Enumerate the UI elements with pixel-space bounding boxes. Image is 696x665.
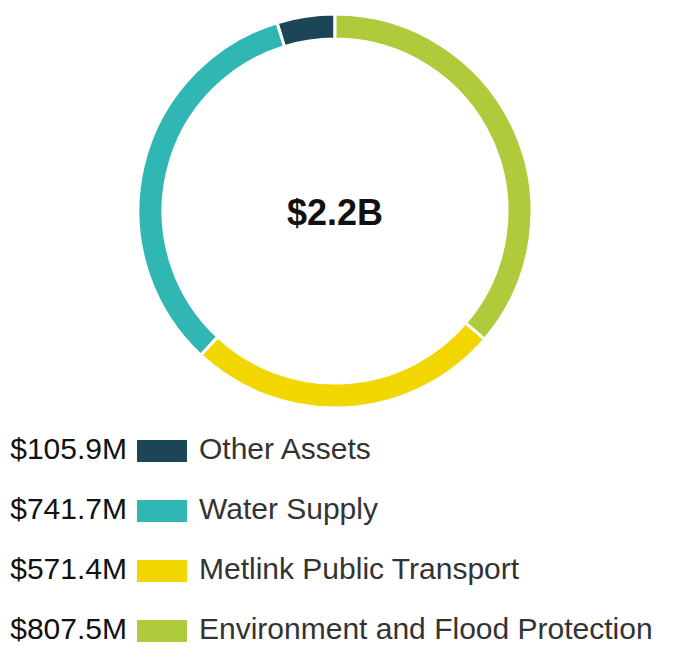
legend-swatch bbox=[137, 620, 187, 642]
legend-item: $105.9M Other Assets bbox=[10, 432, 371, 465]
legend-label: Water Supply bbox=[199, 492, 378, 525]
legend: $105.9M Other Assets $741.7M Water Supply $5… bbox=[10, 432, 652, 645]
slice bbox=[277, 14, 335, 47]
center-label: $2.2B bbox=[287, 192, 383, 233]
legend-swatch bbox=[137, 500, 187, 522]
donut bbox=[138, 14, 532, 408]
legend-value: $807.5M bbox=[10, 612, 127, 645]
chart: $2.2B $105.9M Other Assets $741.7M Water Sup… bbox=[0, 0, 696, 665]
slice bbox=[138, 23, 284, 355]
legend-item: $807.5M Environment and Flood Protection bbox=[10, 612, 652, 645]
legend-swatch bbox=[137, 440, 187, 462]
slice bbox=[201, 323, 485, 408]
legend-item: $741.7M Water Supply bbox=[10, 492, 378, 525]
legend-swatch bbox=[137, 560, 187, 582]
legend-value: $741.7M bbox=[10, 492, 127, 525]
legend-label: Environment and Flood Protection bbox=[199, 612, 653, 645]
legend-item: $571.4M Metlink Public Transport bbox=[10, 552, 520, 585]
slice bbox=[335, 14, 532, 339]
legend-label: Other Assets bbox=[199, 432, 371, 465]
legend-label: Metlink Public Transport bbox=[199, 552, 520, 585]
legend-value: $105.9M bbox=[10, 432, 127, 465]
legend-value: $571.4M bbox=[10, 552, 127, 585]
